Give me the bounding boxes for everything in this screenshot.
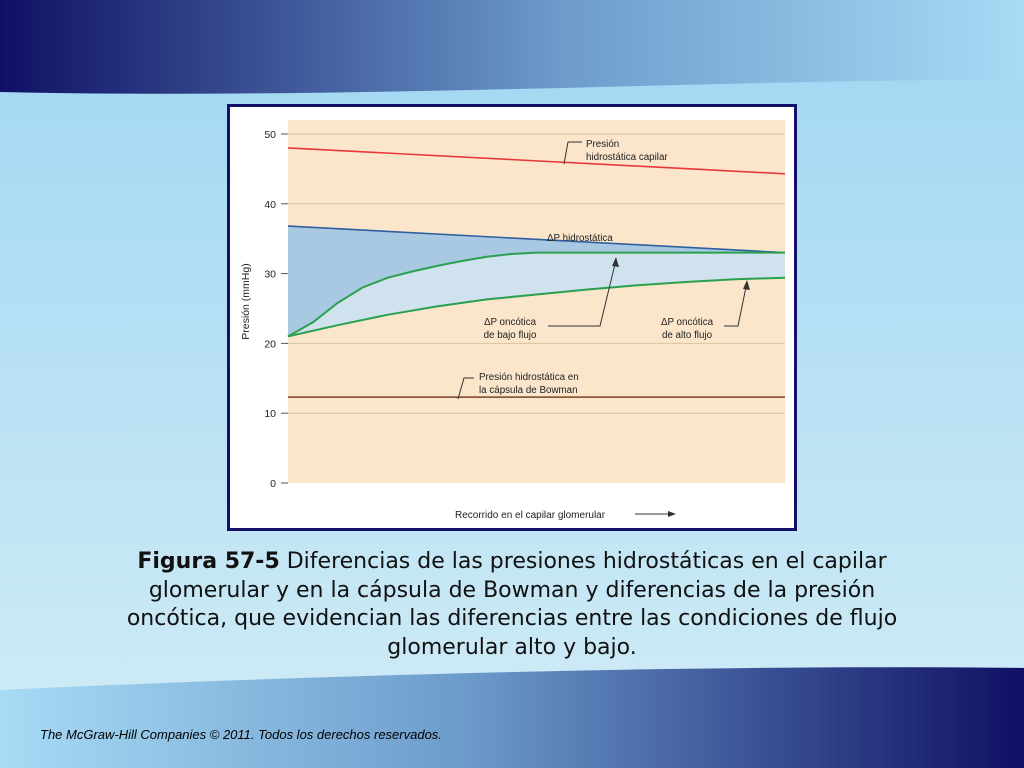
annotation-arrowhead <box>612 257 619 267</box>
top-banner <box>0 0 1024 94</box>
annotation-capillary-hydrostatic: hidrostática capilar <box>586 152 668 163</box>
series-line-oncotic-low-flow <box>287 251 785 338</box>
annotation-oncotic-high-flow: de alto flujo <box>662 330 713 341</box>
annotation-bowman-hydrostatic: la cápsula de Bowman <box>479 385 578 396</box>
copyright-footer: The McGraw-Hill Companies © 2011. Todos … <box>40 727 442 742</box>
y-axis-label: Presión (mmHg) <box>240 263 252 339</box>
annotation-oncotic-low-flow: ΔP oncótica <box>484 317 537 328</box>
figure-label: Figura 57-5 <box>137 549 280 574</box>
bottom-banner <box>0 667 1024 768</box>
annotation-leader <box>724 286 747 327</box>
y-tick-label: 0 <box>270 478 276 490</box>
caption-text: Diferencias de las presiones hidrostátic… <box>126 549 898 660</box>
hydrostatic-difference-area <box>288 226 785 337</box>
annotation-delta-hydrostatic: ΔP hidrostática <box>547 233 613 244</box>
x-axis-label: Recorrido en el capilar glomerular <box>455 510 606 521</box>
series-line-capillary-hydrostatic <box>287 147 786 175</box>
x-axis-arrowhead <box>668 511 676 517</box>
annotation-bowman-hydrostatic: Presión hidrostática en <box>479 372 579 383</box>
annotation-oncotic-low-flow: de bajo flujo <box>484 330 537 341</box>
annotation-leader <box>457 377 474 400</box>
y-tick-label: 20 <box>264 338 276 350</box>
figure-frame: 0 10 20 30 40 50 Presión (mmHg) Recorrido en el… <box>227 104 797 531</box>
annotation-leader <box>563 141 582 165</box>
y-tick-label: 30 <box>264 269 276 281</box>
annotation-arrowhead <box>743 280 750 290</box>
annotation-leader <box>548 263 616 327</box>
y-tick-label: 10 <box>264 408 276 420</box>
series-line-oncotic-high-flow <box>287 276 786 338</box>
y-tick-label: 50 <box>264 129 276 141</box>
y-tick-label: 40 <box>264 199 276 211</box>
figure-caption: Figura 57-5 Diferencias de las presiones… <box>120 548 904 662</box>
annotation-capillary-hydrostatic: Presión <box>586 139 619 150</box>
annotation-oncotic-high-flow: ΔP oncótica <box>661 317 714 328</box>
pressure-chart: 0 10 20 30 40 50 Presión (mmHg) Recorrido en el… <box>240 120 786 521</box>
series-line-delta-hydrostatic <box>287 225 786 254</box>
